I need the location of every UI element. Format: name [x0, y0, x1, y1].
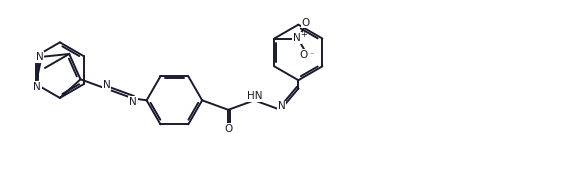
Text: O: O: [302, 18, 310, 27]
Text: N: N: [36, 52, 43, 62]
Text: N: N: [293, 33, 301, 43]
Text: +: +: [301, 30, 307, 39]
Text: N: N: [129, 97, 137, 107]
Text: N: N: [103, 80, 110, 90]
Text: N: N: [278, 101, 285, 111]
Text: O: O: [300, 50, 308, 60]
Text: HN: HN: [247, 91, 262, 101]
Text: N: N: [33, 82, 41, 92]
Text: ⁻: ⁻: [309, 50, 314, 59]
Text: O: O: [224, 124, 232, 134]
